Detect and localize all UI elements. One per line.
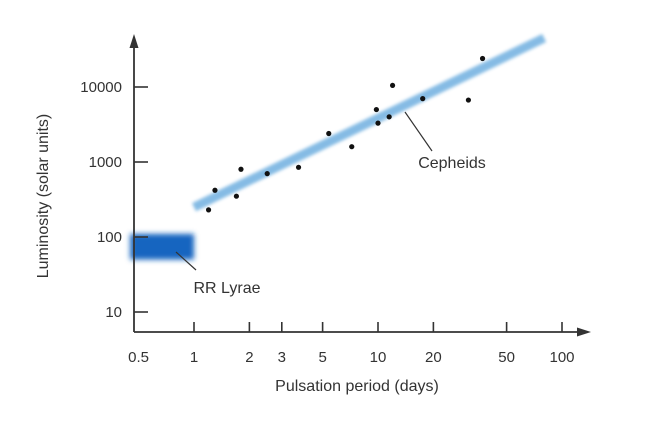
- x-tick-label: 2: [245, 349, 253, 366]
- cepheid-point: [386, 114, 392, 120]
- x-tick-label: 0.5: [128, 349, 149, 366]
- cepheid-point: [205, 207, 212, 213]
- cepheid-point: [465, 97, 472, 103]
- cepheid-point: [212, 187, 218, 193]
- axes-layer: [129, 34, 591, 337]
- x-tick-label: 20: [425, 349, 442, 366]
- x-tick-label: 50: [498, 349, 515, 366]
- rr-lyrae-leader-line: [175, 251, 197, 271]
- cepheid-point: [295, 164, 302, 170]
- cepheid-point: [349, 144, 355, 150]
- x-tick-label: 3: [278, 349, 286, 366]
- y-tick-label: 10000: [80, 79, 122, 96]
- y-axis-title: Luminosity (solar units): [35, 114, 52, 279]
- cepheid-point: [264, 171, 270, 177]
- ticks-layer: 0.5 1 2 3 5 10 20 50 100 10 100 1000 10000: [80, 79, 574, 366]
- cepheids-leader-line: [404, 111, 433, 152]
- x-axis-title: Pulsation period (days): [275, 378, 439, 395]
- cepheid-point: [238, 166, 244, 172]
- y-axis-arrow: [129, 34, 139, 48]
- cepheids-label: Cepheids: [418, 155, 486, 172]
- y-tick-label: 1000: [89, 154, 122, 171]
- cepheid-point: [326, 130, 332, 137]
- rr-lyrae-region: [130, 233, 194, 260]
- x-axis-arrow: [577, 327, 591, 337]
- cepheids-trend-band: [192, 33, 547, 212]
- x-tick-label: 100: [549, 349, 574, 366]
- marks-layer: [130, 33, 547, 260]
- cepheid-point: [389, 82, 396, 89]
- cepheids-annotation: Cepheids: [404, 111, 486, 172]
- y-tick-label: 100: [97, 229, 122, 246]
- cepheid-point: [420, 96, 426, 102]
- x-tick-label: 1: [190, 349, 198, 366]
- x-tick-label: 5: [318, 349, 326, 366]
- y-tick-label: 10: [105, 304, 122, 321]
- cepheid-point: [375, 120, 381, 126]
- rr-lyrae-label: RR Lyrae: [194, 280, 261, 297]
- cepheid-point: [479, 55, 486, 62]
- cepheid-point: [233, 193, 240, 199]
- x-tick-label: 10: [370, 349, 387, 366]
- rr-lyrae-annotation: RR Lyrae: [175, 251, 261, 297]
- cepheid-point: [373, 106, 379, 113]
